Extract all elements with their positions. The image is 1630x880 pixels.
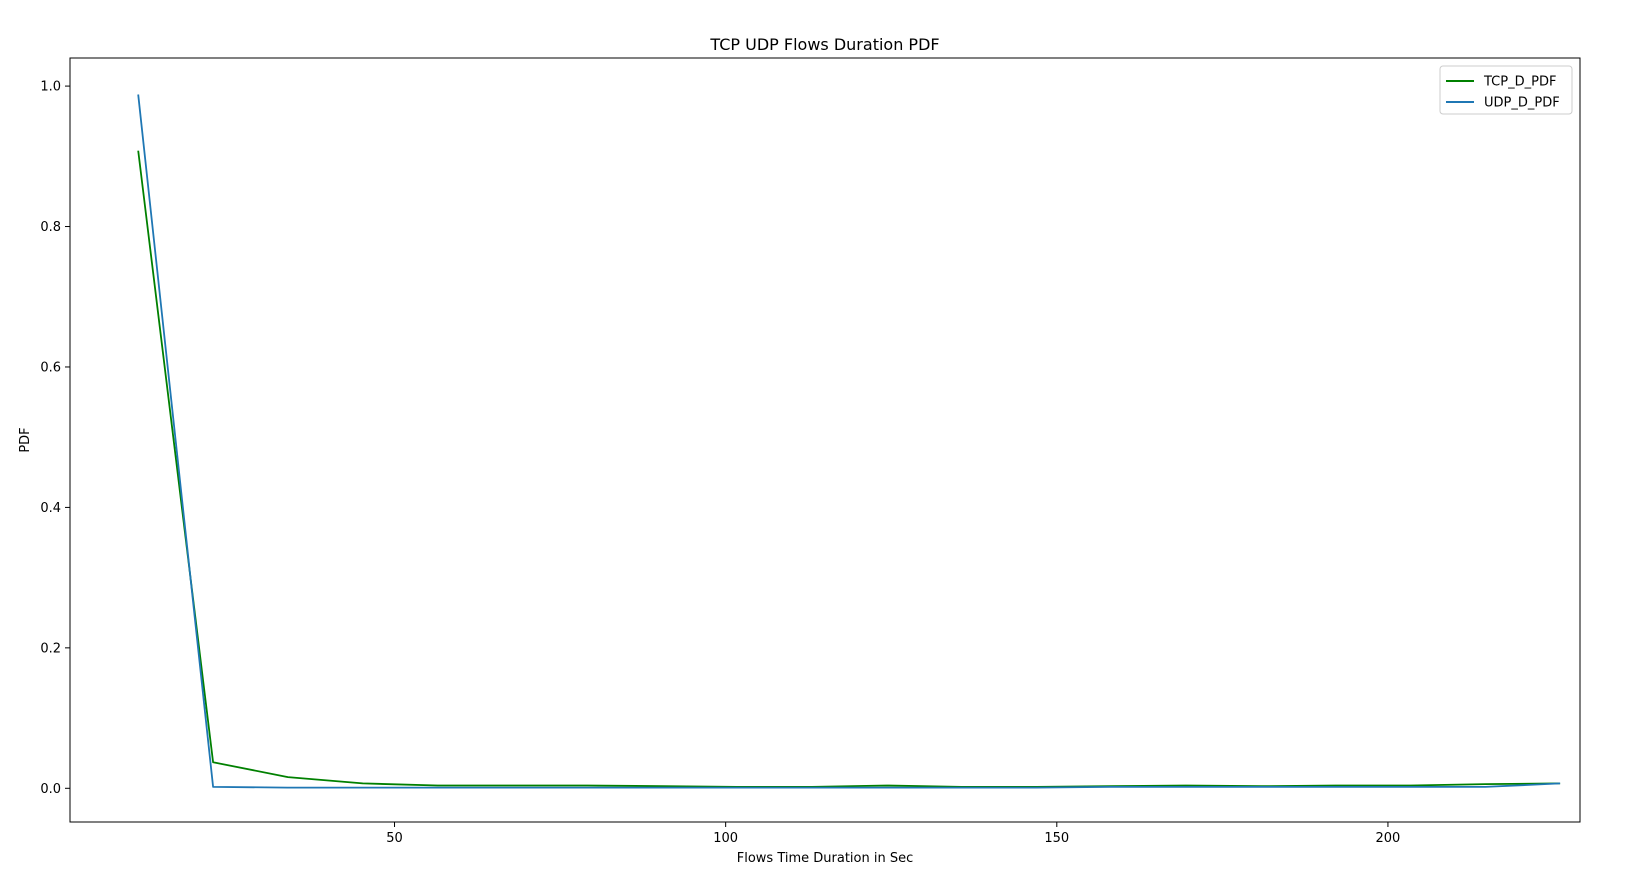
x-tick-label: 100 [713,831,738,846]
y-tick-label: 0.8 [40,220,61,235]
plot-area [137,94,1561,789]
x-tick-label: 50 [386,831,403,846]
plot-frame [69,57,1581,823]
series-line-udp-d-pdf [137,94,1561,789]
x-axis-label: Flows Time Duration in Sec [737,851,914,866]
x-tick-label: 150 [1044,831,1069,846]
legend: TCP_D_PDF UDP_D_PDF [1439,65,1573,115]
chart-title: TCP UDP Flows Duration PDF [709,35,939,54]
x-tick-label: 200 [1376,831,1401,846]
y-axis: 0.0 0.2 0.4 0.6 0.8 1.0 [40,80,70,797]
y-tick-label: 1.0 [40,80,61,95]
y-tick-label: 0.2 [40,641,61,656]
y-tick-label: 0.6 [40,360,61,375]
y-tick-label: 0.4 [40,501,61,516]
y-axis-label: PDF [18,427,33,452]
series-line-tcp-d-pdf [137,150,1561,788]
legend-label: TCP_D_PDF [1483,75,1556,90]
legend-label: UDP_D_PDF [1484,96,1560,111]
x-axis: 50 100 150 200 [386,822,1400,846]
y-tick-label: 0.0 [40,782,61,797]
